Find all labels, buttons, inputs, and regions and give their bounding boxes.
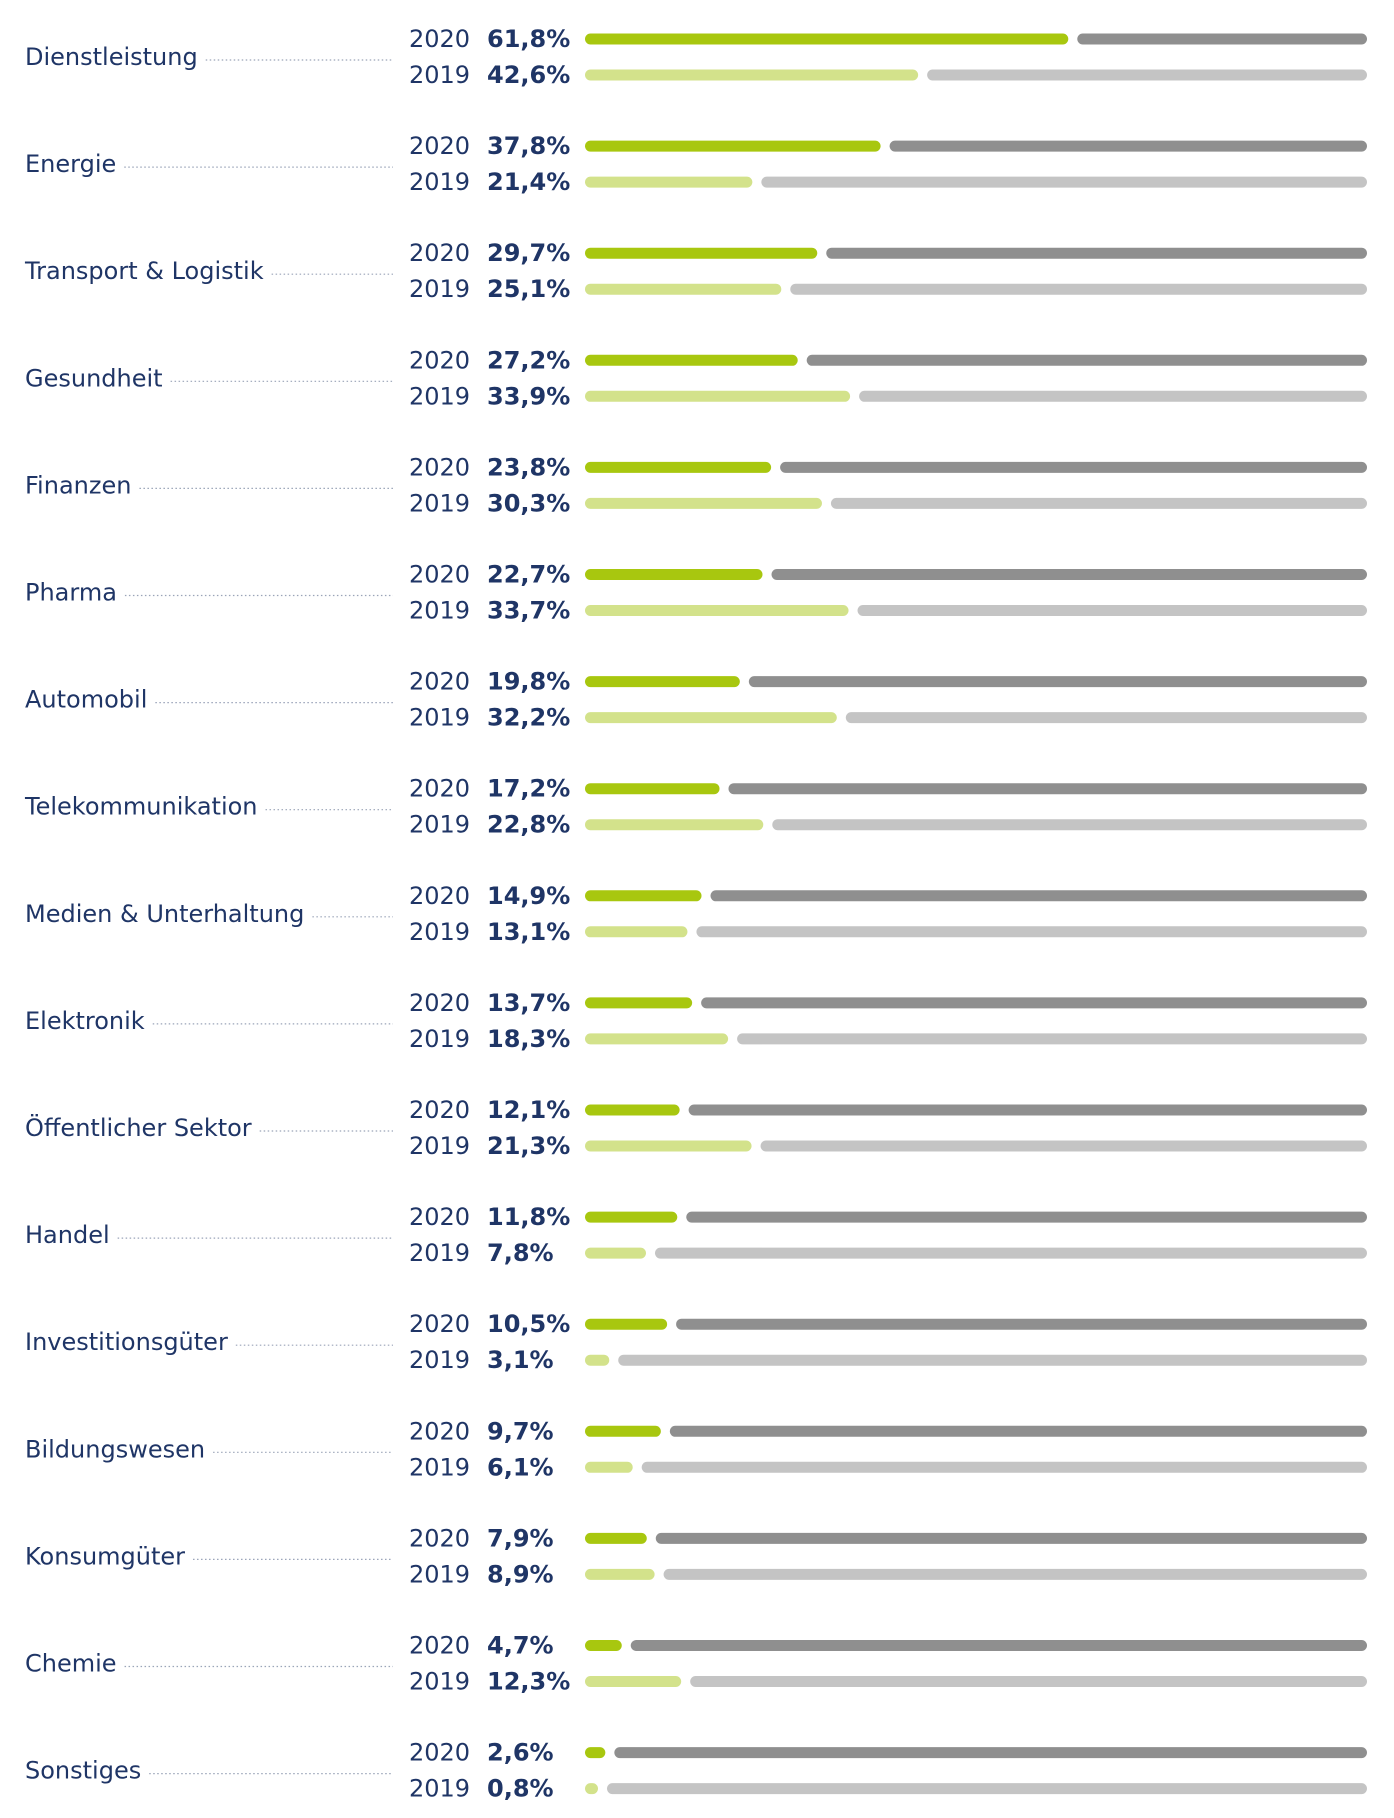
year-label: 2019 <box>409 1346 470 1374</box>
year-label: 2020 <box>409 989 470 1017</box>
data-label: 42,6% <box>487 61 570 89</box>
data-label: 3,1% <box>487 1346 554 1374</box>
category-label: Chemie <box>25 1650 117 1678</box>
year-label: 2020 <box>409 775 470 803</box>
year-label: 2019 <box>409 1668 470 1696</box>
year-label: 2019 <box>409 1132 470 1160</box>
category-label: Dienstleistung <box>25 43 198 71</box>
year-label: 2019 <box>409 1453 470 1481</box>
year-label: 2020 <box>409 1632 470 1660</box>
year-label: 2020 <box>409 1739 470 1767</box>
year-label: 2019 <box>409 168 470 196</box>
data-label: 13,7% <box>487 989 570 1017</box>
data-label: 11,8% <box>487 1203 570 1231</box>
category-label: Gesundheit <box>25 364 163 392</box>
year-label: 2020 <box>409 1524 470 1552</box>
category-label: Transport & Logistik <box>24 257 264 285</box>
year-label: 2019 <box>409 704 470 732</box>
data-label: 19,8% <box>487 668 570 696</box>
data-label: 2,6% <box>487 1739 554 1767</box>
data-label: 32,2% <box>487 704 570 732</box>
year-label: 2020 <box>409 132 470 160</box>
category-label: Automobil <box>25 686 147 714</box>
category-label: Sonstiges <box>25 1757 141 1785</box>
data-label: 25,1% <box>487 275 570 303</box>
year-label: 2019 <box>409 61 470 89</box>
year-label: 2020 <box>409 1417 470 1445</box>
data-label: 12,3% <box>487 1668 570 1696</box>
data-label: 6,1% <box>487 1453 554 1481</box>
category-label: Pharma <box>25 579 117 607</box>
category-label: Öffentlicher Sektor <box>25 1113 252 1142</box>
data-label: 14,9% <box>487 882 570 910</box>
category-label: Investitionsgüter <box>25 1328 228 1356</box>
year-label: 2019 <box>409 1025 470 1053</box>
year-label: 2020 <box>409 1310 470 1338</box>
category-label: Medien & Unterhaltung <box>25 900 304 928</box>
data-label: 4,7% <box>487 1632 554 1660</box>
data-label: 8,9% <box>487 1560 554 1588</box>
year-label: 2019 <box>409 918 470 946</box>
category-label: Bildungswesen <box>25 1435 205 1463</box>
year-label: 2020 <box>409 25 470 53</box>
year-label: 2019 <box>409 382 470 410</box>
year-label: 2020 <box>409 346 470 374</box>
year-label: 2020 <box>409 1203 470 1231</box>
year-label: 2019 <box>409 1560 470 1588</box>
category-label: Handel <box>25 1221 110 1249</box>
year-label: 2019 <box>409 1239 470 1267</box>
data-label: 22,7% <box>487 561 570 589</box>
data-label: 30,3% <box>487 489 570 517</box>
data-label: 23,8% <box>487 453 570 481</box>
data-label: 21,4% <box>487 168 570 196</box>
year-label: 2019 <box>409 1775 470 1803</box>
year-label: 2020 <box>409 239 470 267</box>
category-label: Energie <box>25 150 116 178</box>
data-label: 22,8% <box>487 811 570 839</box>
data-label: 7,9% <box>487 1524 554 1552</box>
data-label: 61,8% <box>487 25 570 53</box>
category-label: Elektronik <box>25 1007 145 1035</box>
data-label: 7,8% <box>487 1239 554 1267</box>
year-label: 2020 <box>409 453 470 481</box>
data-label: 13,1% <box>487 918 570 946</box>
category-label: Finanzen <box>25 471 131 499</box>
data-label: 33,9% <box>487 382 570 410</box>
data-label: 29,7% <box>487 239 570 267</box>
data-label: 12,1% <box>487 1096 570 1124</box>
data-label: 0,8% <box>487 1775 554 1803</box>
year-label: 2020 <box>409 882 470 910</box>
category-label: Telekommunikation <box>24 793 258 821</box>
year-label: 2020 <box>409 1096 470 1124</box>
data-label: 18,3% <box>487 1025 570 1053</box>
data-label: 9,7% <box>487 1417 554 1445</box>
data-label: 21,3% <box>487 1132 570 1160</box>
year-label: 2019 <box>409 489 470 517</box>
data-label: 37,8% <box>487 132 570 160</box>
data-label: 10,5% <box>487 1310 570 1338</box>
year-label: 2019 <box>409 275 470 303</box>
year-label: 2019 <box>409 811 470 839</box>
data-label: 17,2% <box>487 775 570 803</box>
data-label: 27,2% <box>487 346 570 374</box>
year-label: 2020 <box>409 561 470 589</box>
year-label: 2019 <box>409 597 470 625</box>
year-label: 2020 <box>409 668 470 696</box>
data-label: 33,7% <box>487 597 570 625</box>
category-label: Konsumgüter <box>25 1542 185 1570</box>
